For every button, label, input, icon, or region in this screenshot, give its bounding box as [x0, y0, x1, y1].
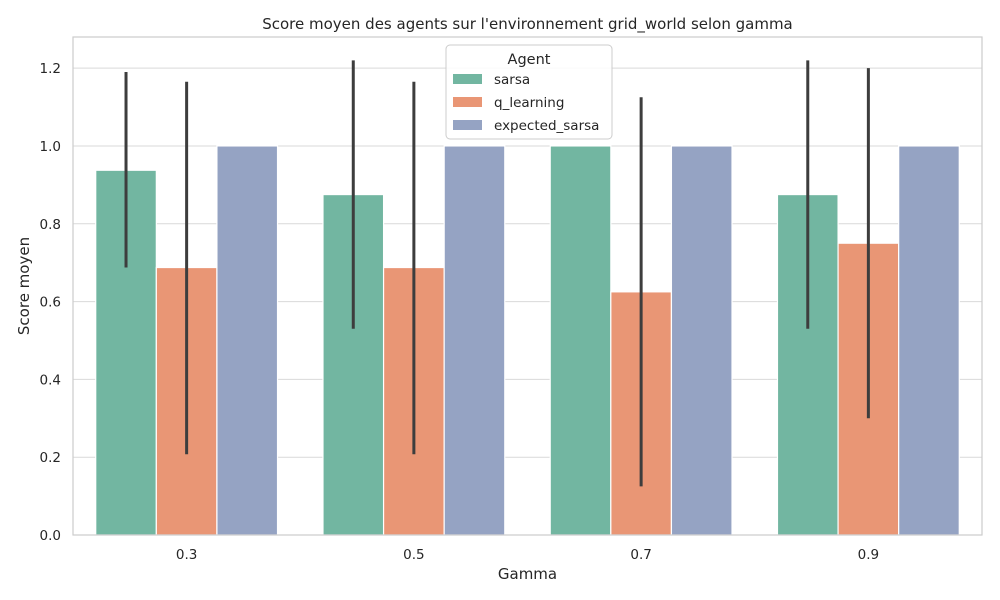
x-tick-labels: 0.3 0.5 0.7 0.9	[176, 547, 879, 563]
legend-swatch-expected-sarsa	[453, 120, 482, 130]
bar-expected-sarsa	[443, 145, 506, 536]
error-bars	[124, 60, 870, 487]
legend-swatch-q-learning	[453, 97, 482, 107]
y-tick-label: 0.8	[40, 217, 61, 233]
x-axis-label: Gamma	[498, 565, 557, 583]
x-tick-label: 0.5	[403, 547, 424, 563]
y-tick-label: 0.2	[40, 450, 61, 466]
legend-swatch-sarsa	[453, 74, 482, 84]
y-tick-label: 0.0	[40, 528, 61, 544]
legend: Agent sarsa q_learning expected_sarsa	[445, 44, 613, 140]
x-tick-label: 0.3	[176, 547, 197, 563]
bar-expected-sarsa	[898, 145, 960, 536]
y-tick-label: 0.6	[40, 295, 61, 311]
y-tick-labels: 0.0 0.2 0.4 0.6 0.8 1.0 1.2	[40, 61, 61, 544]
y-tick-label: 1.0	[40, 139, 61, 155]
bar-expected-sarsa	[216, 145, 279, 536]
chart-title: Score moyen des agents sur l'environneme…	[262, 15, 793, 34]
bar-sarsa	[549, 145, 612, 536]
y-tick-label: 1.2	[40, 61, 61, 77]
x-tick-label: 0.7	[630, 547, 651, 563]
x-tick-label: 0.9	[858, 547, 879, 563]
legend-box	[445, 44, 613, 140]
y-tick-label: 0.4	[40, 372, 61, 388]
legend-label-sarsa: sarsa	[494, 72, 530, 88]
y-axis-label: Score moyen	[15, 237, 33, 335]
legend-label-expected-sarsa: expected_sarsa	[494, 118, 599, 134]
plot-frame	[72, 36, 983, 536]
legend-title: Agent	[508, 52, 551, 68]
bar-expected-sarsa	[670, 145, 733, 536]
legend-label-q-learning: q_learning	[494, 95, 564, 111]
